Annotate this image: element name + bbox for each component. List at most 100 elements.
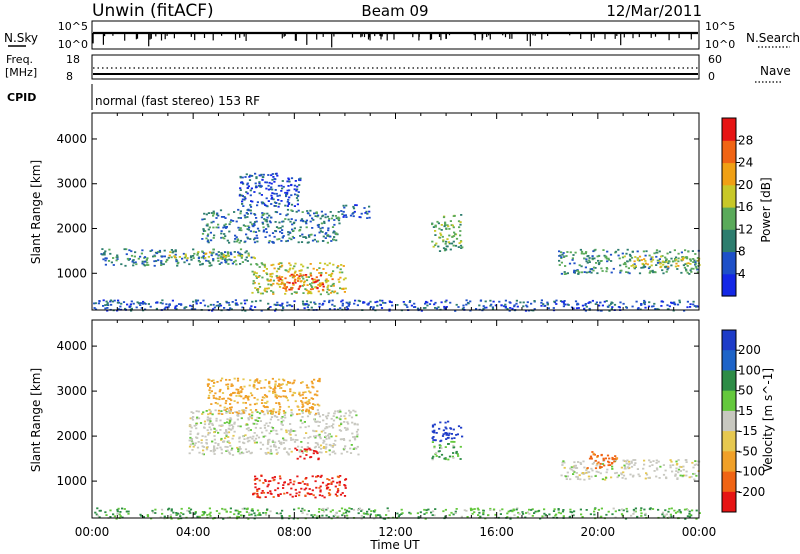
range-cell <box>217 409 221 412</box>
range-cell <box>296 457 299 460</box>
range-cell <box>384 302 387 304</box>
range-cell <box>633 260 636 263</box>
range-cell <box>245 428 248 430</box>
range-cell <box>633 510 636 513</box>
range-cell <box>246 236 249 239</box>
range-cell <box>249 308 252 311</box>
range-cell <box>654 308 657 310</box>
range-cell <box>310 493 313 495</box>
range-cell <box>204 257 207 259</box>
range-cell <box>636 515 639 518</box>
range-cell <box>207 255 210 258</box>
range-cell <box>201 263 204 266</box>
range-cell <box>175 260 178 263</box>
range-cell <box>290 177 294 180</box>
range-cell <box>697 305 700 308</box>
range-cell <box>303 281 306 284</box>
range-cell <box>253 381 256 383</box>
range-cell <box>292 267 295 270</box>
range-cell <box>358 507 361 510</box>
range-cell <box>267 425 270 427</box>
range-cell <box>515 508 518 511</box>
range-cell <box>298 275 301 278</box>
range-cell <box>285 290 288 292</box>
range-cell <box>562 460 565 463</box>
range-cell <box>303 437 306 439</box>
range-cell <box>648 301 651 304</box>
range-cell <box>201 445 204 448</box>
range-cell <box>552 307 555 309</box>
range-cell <box>459 230 462 232</box>
range-cell <box>249 392 253 395</box>
range-cell <box>644 306 647 309</box>
range-cell <box>232 425 235 428</box>
range-cell <box>516 507 519 510</box>
range-cell <box>303 421 306 423</box>
range-cell <box>597 263 601 266</box>
range-cell <box>341 304 344 307</box>
range-cell <box>198 451 201 454</box>
range-cell <box>272 263 275 266</box>
range-cell <box>301 219 304 222</box>
range-cell <box>562 515 565 517</box>
range-cell <box>667 510 670 513</box>
range-cell <box>249 206 253 208</box>
range-cell <box>226 418 229 421</box>
range-cell <box>685 268 688 271</box>
range-cell <box>693 464 696 466</box>
range-cell <box>309 391 312 394</box>
range-cell <box>416 307 420 310</box>
range-cell <box>202 513 205 516</box>
range-cell <box>207 212 210 214</box>
range-cell <box>195 300 198 303</box>
range-cell <box>282 439 286 442</box>
range-cell <box>276 282 279 285</box>
range-cell <box>445 306 448 308</box>
range-cell <box>318 272 321 274</box>
range-cell <box>274 411 278 414</box>
range-cell <box>598 304 601 307</box>
range-cell <box>245 250 248 253</box>
range-cell <box>307 304 310 306</box>
range-cell <box>231 437 234 440</box>
range-cell <box>596 455 599 457</box>
range-cell <box>257 276 260 278</box>
range-cell <box>685 256 689 259</box>
range-cell <box>425 509 428 511</box>
range-cell <box>376 304 379 307</box>
range-cell <box>212 303 215 306</box>
range-cell <box>585 271 588 274</box>
range-cell <box>268 452 272 455</box>
range-cell <box>610 462 614 465</box>
range-cell <box>346 450 349 453</box>
range-cell <box>265 181 268 184</box>
range-cell <box>301 211 304 213</box>
range-cell <box>640 259 643 261</box>
range-cell <box>440 453 444 456</box>
range-cell <box>579 248 582 251</box>
range-cell <box>245 191 248 193</box>
range-cell <box>225 227 228 229</box>
range-cell <box>234 234 237 237</box>
range-cell <box>285 195 288 198</box>
range-cell <box>253 422 256 425</box>
range-cell <box>685 474 688 477</box>
range-cell <box>614 472 617 475</box>
range-cell <box>470 509 473 512</box>
range-cell <box>263 218 266 220</box>
range-cell <box>311 449 314 452</box>
range-cell <box>209 410 212 413</box>
range-cell <box>231 454 235 456</box>
range-cell <box>160 255 163 258</box>
range-cell <box>540 301 543 304</box>
range-cell <box>266 400 269 403</box>
range-cell <box>536 510 539 513</box>
range-cell <box>281 302 284 305</box>
range-cell <box>296 274 299 276</box>
range-cell <box>537 510 540 512</box>
range-cell <box>561 253 564 256</box>
range-cell <box>337 476 340 479</box>
range-cell <box>291 394 294 397</box>
range-cell <box>277 482 280 485</box>
range-cell <box>548 513 551 516</box>
